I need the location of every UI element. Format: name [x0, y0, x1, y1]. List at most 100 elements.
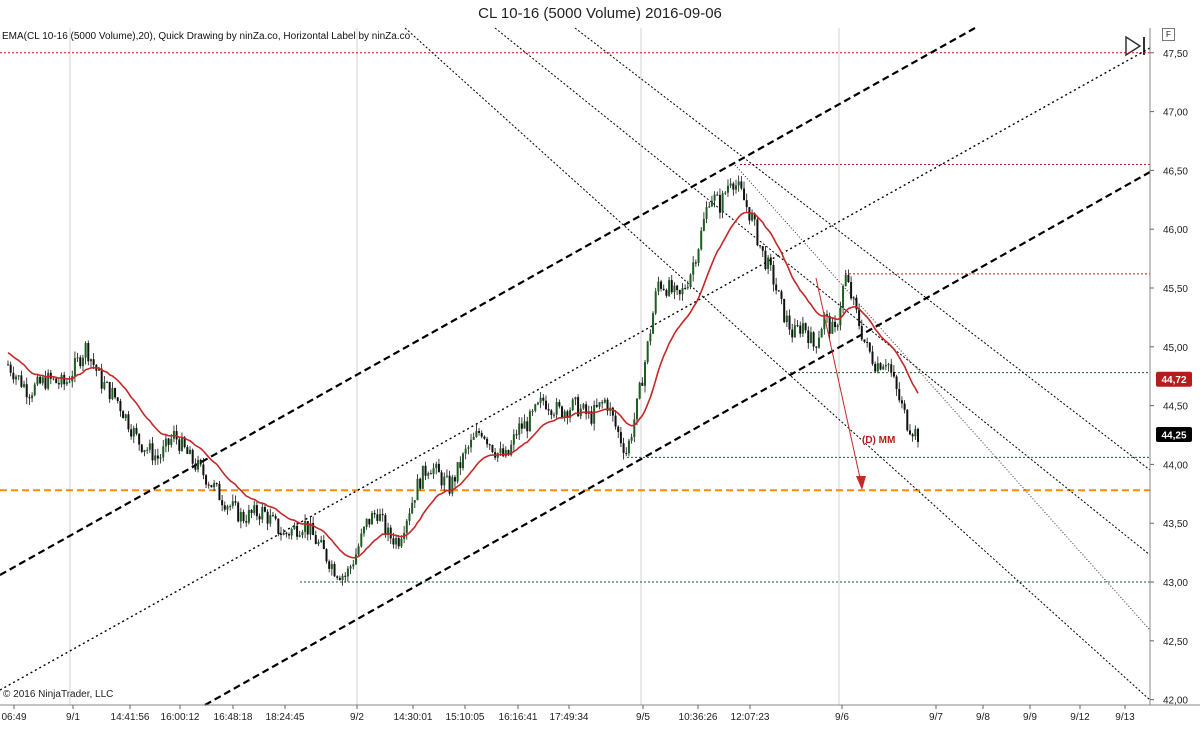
- y-tick-label: 46,50: [1163, 166, 1188, 177]
- candle-body: [322, 540, 325, 550]
- candle-body: [215, 483, 218, 485]
- candle-body: [57, 383, 60, 385]
- candle-body: [237, 502, 240, 522]
- candle-body: [868, 342, 871, 352]
- candle-body: [180, 437, 183, 451]
- candle-body: [421, 465, 424, 489]
- candle-body: [239, 512, 242, 522]
- price-badge: [1156, 427, 1192, 442]
- candle-body: [839, 307, 842, 326]
- candle-body: [710, 200, 713, 207]
- candle-body: [887, 364, 890, 366]
- candle-body: [855, 297, 858, 310]
- x-tick-label: 12:07:23: [731, 712, 770, 723]
- candle-body: [205, 475, 208, 485]
- candle-body: [360, 533, 363, 547]
- ema-line-group: [7, 211, 919, 559]
- candle-body: [443, 476, 446, 486]
- candle-body: [555, 402, 558, 415]
- candle-body: [791, 329, 794, 338]
- chart-f-button[interactable]: F: [1162, 28, 1175, 41]
- candle-body: [475, 430, 478, 437]
- candle-body: [419, 478, 422, 489]
- candle-body: [317, 541, 320, 544]
- trend-channel-line: [574, 27, 1151, 471]
- candle-body: [258, 516, 261, 520]
- candle-body: [41, 377, 44, 384]
- candle-body: [772, 264, 775, 285]
- x-tick-label: 9/8: [976, 712, 990, 723]
- candle-body: [676, 285, 679, 291]
- candle-body: [427, 473, 430, 476]
- y-tick-label: 45,00: [1163, 343, 1188, 354]
- candle-body: [892, 371, 895, 377]
- candle-body: [298, 535, 301, 537]
- candle-body: [132, 428, 135, 437]
- candle-body: [820, 329, 823, 338]
- candle-body: [92, 359, 95, 365]
- candle-body: [817, 337, 820, 348]
- candle-body: [245, 521, 248, 523]
- candle-body: [777, 290, 780, 292]
- candle-body: [408, 513, 411, 521]
- candle-body: [392, 538, 395, 545]
- candle-body: [65, 382, 68, 385]
- candle-body: [550, 410, 553, 415]
- candle-body: [807, 330, 810, 344]
- candle-body: [387, 527, 390, 536]
- candle-body: [87, 343, 90, 362]
- candle-body: [654, 291, 657, 314]
- candle-body: [100, 368, 103, 389]
- candle-body: [296, 525, 299, 537]
- candle-body: [9, 364, 12, 373]
- candle-body: [657, 281, 660, 292]
- candle-body: [534, 404, 537, 411]
- candle-body: [834, 321, 837, 328]
- candle-body: [73, 358, 76, 377]
- play-step-icon[interactable]: [1124, 35, 1150, 57]
- candle-body: [571, 399, 574, 411]
- candle-body: [876, 363, 879, 372]
- candle-body: [210, 485, 213, 488]
- candle-body: [665, 289, 668, 296]
- candle-body: [138, 433, 141, 445]
- candle-body: [464, 448, 467, 454]
- candle-body: [507, 450, 510, 456]
- x-tick-label: 14:41:56: [111, 712, 150, 723]
- candle-body: [448, 475, 451, 494]
- candle-body: [713, 194, 716, 201]
- chart-grid: [69, 28, 840, 705]
- candle-body: [890, 364, 893, 372]
- candle-body: [724, 192, 727, 194]
- y-tick-label: 45,50: [1163, 284, 1188, 295]
- candle-body: [148, 443, 151, 450]
- candle-body: [146, 449, 149, 451]
- candle-body: [191, 449, 194, 464]
- candle-body: [804, 323, 807, 331]
- x-tick-label: 9/13: [1115, 712, 1135, 723]
- x-tick-label: 16:48:18: [214, 712, 253, 723]
- candle-body: [271, 515, 274, 517]
- candle-body: [595, 405, 598, 407]
- candlesticks: [7, 175, 919, 586]
- candle-body: [89, 359, 92, 362]
- x-tick-label: 17:49:34: [550, 712, 589, 723]
- candle-body: [627, 440, 630, 454]
- candle-body: [285, 532, 288, 535]
- x-tick-label: 9/2: [350, 712, 364, 723]
- trend-channel-line: [204, 171, 1151, 706]
- candle-body: [341, 575, 344, 580]
- candle-body: [652, 313, 655, 334]
- candle-body: [544, 400, 547, 410]
- candle-body: [660, 281, 663, 289]
- candle-body: [28, 397, 31, 399]
- trend-channel-line: [0, 27, 976, 576]
- candle-body: [63, 374, 66, 385]
- trend-channel-line: [734, 164, 1151, 631]
- candle-body: [221, 500, 224, 506]
- candle-body: [114, 388, 117, 398]
- candle-body: [183, 437, 186, 448]
- candle-body: [705, 207, 708, 219]
- candle-body: [606, 399, 609, 411]
